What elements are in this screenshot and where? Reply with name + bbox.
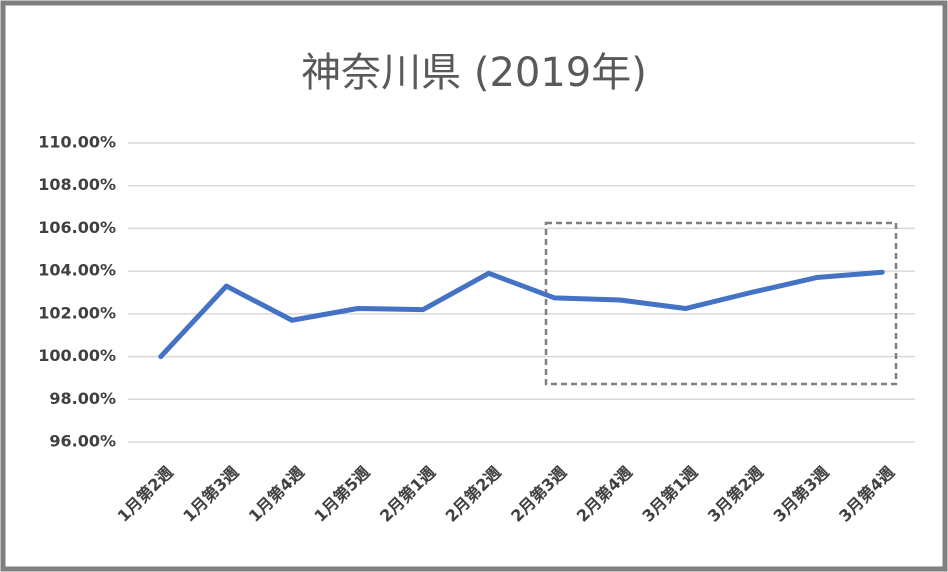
y-tick-label: 102.00% [38,303,116,322]
chart-title: 神奈川県 (2019年) [301,50,647,96]
y-tick-label: 108.00% [38,175,116,194]
highlight-box [544,221,898,386]
grid [128,142,915,443]
y-tick-label: 104.00% [38,261,116,280]
data-line [158,269,885,360]
y-tick-label: 96.00% [49,432,116,451]
y-tick-label: 110.00% [38,133,116,152]
y-tick-label: 100.00% [38,346,116,365]
y-tick-label: 98.00% [49,389,116,408]
y-tick-label: 106.00% [38,218,116,237]
